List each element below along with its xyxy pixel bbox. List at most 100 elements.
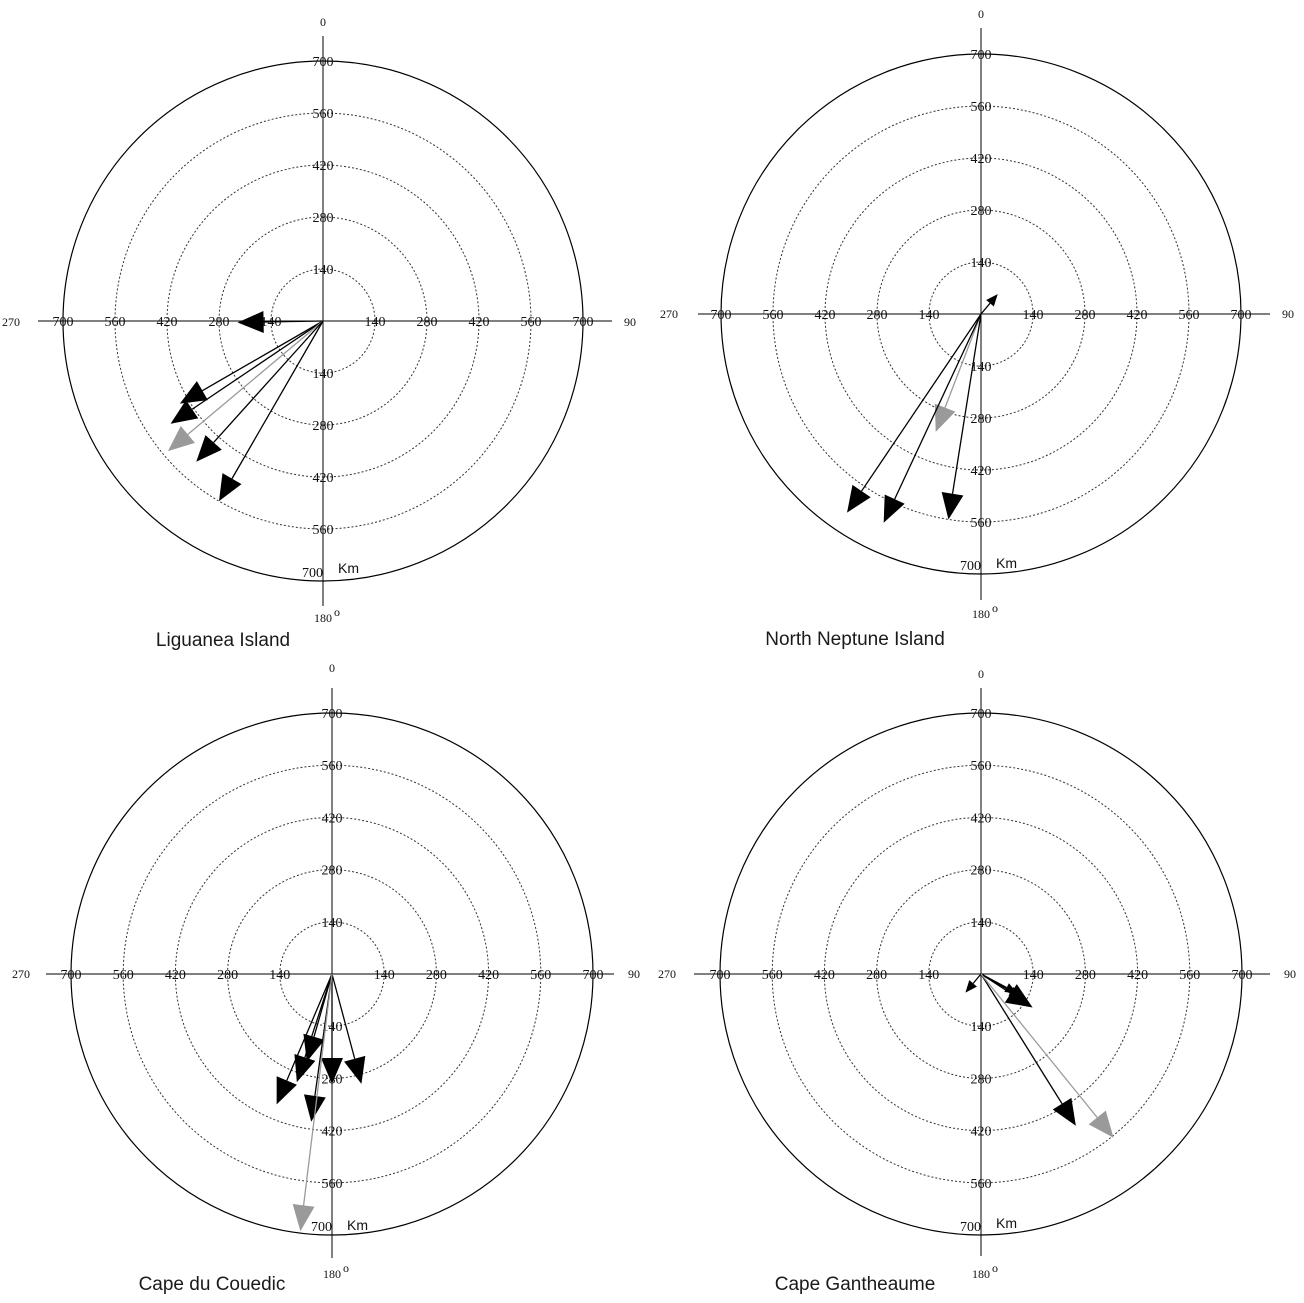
arrow-shaft: [861, 313, 982, 492]
panel-title: Liguanea Island: [156, 630, 290, 651]
tick-label-north: 560: [322, 759, 343, 774]
arrow-head: [303, 1033, 325, 1062]
tick-label-east: 420: [1127, 308, 1148, 323]
unit-label: Km: [347, 1217, 368, 1233]
tick-label-south: 280: [971, 1072, 992, 1087]
tick-label-west: 420: [165, 968, 186, 983]
panel-title: Cape Gantheaume: [775, 1274, 936, 1295]
tick-label-south: 700: [960, 1220, 981, 1235]
tick-label-north: 280: [971, 204, 992, 219]
arrow-head: [847, 484, 871, 513]
tick-label-north: 700: [971, 48, 992, 63]
tick-label-west: 280: [867, 308, 888, 323]
tick-label-west: 700: [61, 968, 82, 983]
tick-label-south: 420: [322, 1125, 343, 1140]
compass-south-label: 180: [314, 611, 332, 625]
tick-label-west: 280: [209, 315, 230, 330]
tick-label-west: 280: [866, 968, 887, 983]
tick-label-north: 700: [322, 707, 343, 722]
arrow-shaft: [980, 973, 1063, 1105]
degree-sign: o: [334, 605, 340, 619]
polar-panel-3: 1401401401402802802802804204204204205605…: [12, 661, 640, 1295]
arrow-shaft: [213, 320, 324, 443]
tick-label-north: 560: [971, 759, 992, 774]
tick-label-west: 140: [918, 968, 939, 983]
tick-label-north: 280: [313, 211, 334, 226]
arrow-shaft: [980, 302, 991, 315]
compass-west-label: 270: [658, 967, 676, 981]
tick-label-east: 560: [1179, 308, 1200, 323]
tick-label-north: 420: [313, 159, 334, 174]
tick-label-north: 560: [313, 107, 334, 122]
arrow-head: [344, 1055, 366, 1084]
arrow-head: [1004, 984, 1033, 1008]
compass-north-label: 0: [978, 667, 984, 681]
arrow-shaft: [191, 320, 324, 410]
arrow-head: [276, 1076, 297, 1105]
tick-label-east: 140: [365, 315, 386, 330]
arrow-head: [167, 425, 195, 452]
arrow-shaft: [944, 313, 982, 408]
tick-label-west: 560: [113, 968, 134, 983]
compass-north-label: 0: [320, 15, 326, 29]
tick-label-north: 560: [971, 100, 992, 115]
tick-label-south: 420: [971, 464, 992, 479]
tick-label-south: 140: [971, 1020, 992, 1035]
arrow-head: [219, 473, 242, 502]
arrow-head: [321, 1057, 343, 1084]
tick-label-north: 280: [322, 864, 343, 879]
tick-label-east: 280: [1075, 968, 1096, 983]
tick-label-north: 140: [971, 916, 992, 931]
tick-label-east: 420: [478, 968, 499, 983]
tick-label-east: 280: [1075, 308, 1096, 323]
tick-label-west: 700: [710, 968, 731, 983]
arrow-head: [1088, 1110, 1114, 1138]
tick-label-south: 560: [971, 516, 992, 531]
polar-panel-1: 1401401401402802802802804204204204205605…: [2, 15, 636, 651]
tick-label-west: 700: [711, 308, 732, 323]
tick-label-west: 420: [815, 308, 836, 323]
arrow-head: [934, 403, 956, 432]
tick-label-south: 280: [313, 419, 334, 434]
arrow-shaft: [263, 320, 324, 323]
arrow-head: [292, 1204, 315, 1232]
tick-label-north: 140: [322, 916, 343, 931]
tick-label-south: 560: [322, 1177, 343, 1192]
tick-label-south: 140: [971, 360, 992, 375]
compass-east-label: 90: [1282, 307, 1294, 321]
tick-label-north: 700: [971, 707, 992, 722]
arrow-head: [303, 1094, 326, 1122]
compass-north-label: 0: [978, 7, 984, 21]
arrow-head: [294, 1054, 316, 1083]
degree-sign: o: [992, 601, 998, 615]
tick-label-east: 140: [1023, 968, 1044, 983]
polar-panel-4: 140 140 140 140 280 280 280 280 420 420 420 420 560 5…: [658, 667, 1296, 1295]
compass-west-label: 270: [2, 315, 20, 329]
tick-label-north: 420: [971, 811, 992, 826]
compass-west-label: 270: [660, 307, 678, 321]
tick-label-south: 700: [311, 1220, 332, 1235]
tick-label-south: 420: [313, 471, 334, 486]
tick-label-north: 420: [971, 152, 992, 167]
tick-label-south: 700: [302, 566, 323, 581]
arrow-shaft: [302, 973, 333, 1206]
unit-label: Km: [996, 555, 1017, 571]
tick-label-north: 140: [313, 263, 334, 278]
tick-label-north: 140: [971, 256, 992, 271]
tick-label-east: 420: [1127, 968, 1148, 983]
tick-label-south: 420: [971, 1125, 992, 1140]
arrow-head: [179, 381, 208, 404]
compass-east-label: 90: [1284, 967, 1296, 981]
compass-east-label: 90: [624, 315, 636, 329]
arrow-shaft: [187, 320, 324, 435]
degree-sign: o: [992, 1261, 998, 1275]
arrow-shaft: [972, 973, 982, 984]
polar-panel-2: 140 140 140 140 280 280 280 280 420 420 420 420 560 5…: [660, 7, 1294, 650]
tick-label-north: 280: [971, 864, 992, 879]
tick-label-east: 700: [573, 315, 594, 330]
arrow-shaft: [202, 320, 324, 392]
tick-label-east: 560: [530, 968, 551, 983]
tick-label-east: 560: [1179, 968, 1200, 983]
arrow-head: [941, 492, 964, 520]
